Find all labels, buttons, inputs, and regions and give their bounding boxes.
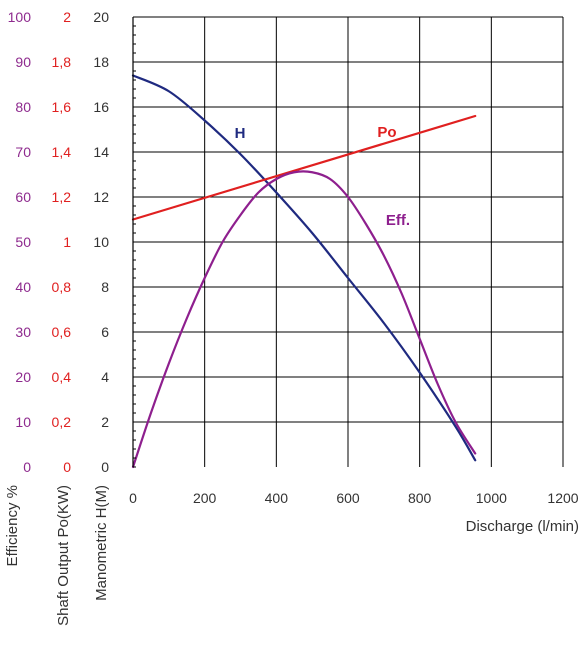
y-axis-title-eff: Efficiency % bbox=[4, 485, 21, 566]
y-tick-label-h: 16 bbox=[93, 99, 109, 115]
series-label-h: H bbox=[235, 125, 246, 142]
x-tick-label: 1000 bbox=[476, 490, 507, 506]
series-label-eff: Eff. bbox=[386, 212, 410, 229]
tick-labels: 0 200 400 600 800 1000 12000102030405060708090… bbox=[8, 9, 579, 506]
y-axis-title-po: Shaft Output Po(KW) bbox=[55, 485, 72, 626]
y-tick-label-po: 0,8 bbox=[52, 279, 72, 295]
y-tick-label-h: 12 bbox=[93, 189, 109, 205]
y-tick-label-eff: 90 bbox=[15, 54, 31, 70]
y-tick-label-h: 8 bbox=[101, 279, 109, 295]
series-line-eff bbox=[131, 170, 477, 469]
y-tick-label-h: 4 bbox=[101, 369, 109, 385]
series-line-h bbox=[131, 74, 477, 462]
x-tick-label: 600 bbox=[336, 490, 360, 506]
axes bbox=[132, 16, 136, 468]
series-line-po bbox=[131, 114, 477, 221]
y-tick-label-po: 1,4 bbox=[52, 144, 72, 160]
y-tick-label-po: 1,8 bbox=[52, 54, 72, 70]
y-tick-label-h: 0 bbox=[101, 459, 109, 475]
grid bbox=[133, 16, 564, 467]
y-tick-label-eff: 100 bbox=[8, 9, 32, 25]
x-tick-label: 400 bbox=[265, 490, 289, 506]
x-axis-title: Discharge (l/min) bbox=[466, 518, 579, 535]
y-tick-label-po: 2 bbox=[63, 9, 71, 25]
y-tick-label-eff: 40 bbox=[15, 279, 31, 295]
x-tick-label: 800 bbox=[408, 490, 432, 506]
y-tick-label-po: 1,2 bbox=[52, 189, 72, 205]
x-tick-label: 1200 bbox=[547, 490, 578, 506]
y-tick-label-po: 1,6 bbox=[52, 99, 72, 115]
y-tick-label-po: 0,2 bbox=[52, 414, 72, 430]
y-tick-label-po: 0 bbox=[63, 459, 71, 475]
y-tick-label-eff: 50 bbox=[15, 234, 31, 250]
y-axis-title-h: Manometric H(M) bbox=[93, 485, 110, 601]
y-tick-label-eff: 80 bbox=[15, 99, 31, 115]
x-tick-label: 0 bbox=[129, 490, 137, 506]
y-tick-label-eff: 60 bbox=[15, 189, 31, 205]
y-tick-label-h: 18 bbox=[93, 54, 109, 70]
series-label-po: Po bbox=[377, 124, 396, 141]
y-tick-label-po: 1 bbox=[63, 234, 71, 250]
y-tick-label-eff: 30 bbox=[15, 324, 31, 340]
y-tick-label-po: 0,6 bbox=[52, 324, 72, 340]
y-tick-label-eff: 0 bbox=[23, 459, 31, 475]
y-tick-label-eff: 10 bbox=[15, 414, 31, 430]
y-tick-label-h: 14 bbox=[93, 144, 109, 160]
y-tick-label-h: 20 bbox=[93, 9, 109, 25]
y-tick-label-h: 6 bbox=[101, 324, 109, 340]
y-tick-label-h: 2 bbox=[101, 414, 109, 430]
curves bbox=[131, 74, 477, 469]
y-tick-label-po: 0,4 bbox=[52, 369, 72, 385]
axis-titles: H Po Eff. Discharge (l/min) Efficiency % Shaf… bbox=[4, 124, 579, 626]
y-tick-label-eff: 70 bbox=[15, 144, 31, 160]
x-tick-label: 200 bbox=[193, 490, 217, 506]
y-tick-label-h: 10 bbox=[93, 234, 109, 250]
y-tick-label-eff: 20 bbox=[15, 369, 31, 385]
